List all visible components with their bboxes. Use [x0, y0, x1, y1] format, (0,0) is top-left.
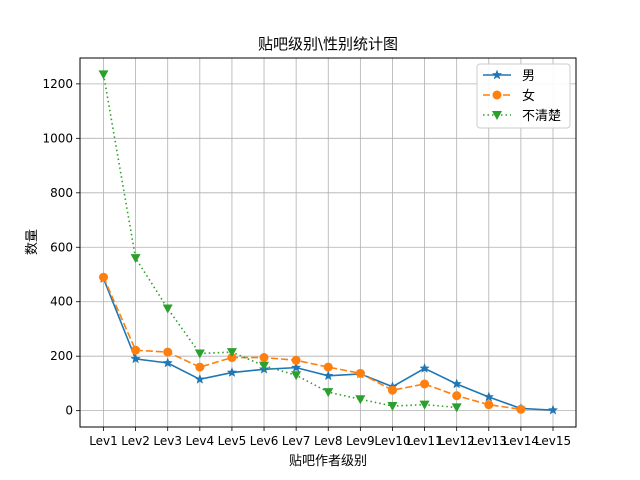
- y-tick-label: 600: [50, 240, 73, 254]
- y-tick-label: 200: [50, 349, 73, 363]
- series-layer: [98, 70, 559, 415]
- x-tick-label: Lev10: [374, 434, 410, 448]
- y-tick-label: 1200: [42, 77, 73, 91]
- x-tick-label: Lev11: [406, 434, 442, 448]
- x-tick-label: Lev6: [250, 434, 279, 448]
- data-point: [163, 347, 173, 357]
- x-tick-label: Lev13: [471, 434, 507, 448]
- data-point: [226, 367, 238, 378]
- data-point: [162, 357, 173, 368]
- legend-marker: [491, 69, 503, 80]
- x-tick-label: Lev8: [314, 434, 343, 448]
- y-tick-label: 400: [50, 295, 73, 309]
- data-point: [291, 371, 302, 381]
- data-point: [227, 353, 237, 363]
- x-axis-label: 贴吧作者级别: [289, 454, 367, 469]
- data-point: [259, 361, 270, 371]
- legend-label: 女: [522, 88, 535, 104]
- x-tick-label: Lev4: [186, 434, 215, 448]
- x-tick-label: Lev5: [218, 434, 247, 448]
- data-point: [483, 391, 495, 402]
- data-point: [131, 345, 141, 355]
- axis-ticks: Lev1 Lev2 Lev3 Lev4 Lev5 Lev6 Lev7 Lev8 Lev9 Lev1…: [42, 77, 571, 448]
- data-point: [130, 254, 141, 264]
- data-point: [387, 402, 398, 412]
- series-line: [102, 74, 457, 409]
- data-point: [355, 395, 366, 405]
- data-point: [130, 353, 141, 364]
- legend-label: 不清楚: [522, 109, 561, 124]
- x-tick-label: Lev15: [535, 434, 571, 448]
- data-point: [323, 388, 334, 398]
- series-2: [99, 272, 526, 414]
- x-tick-label: Lev7: [282, 434, 311, 448]
- data-point: [452, 391, 462, 401]
- data-point: [194, 349, 205, 359]
- legend-label: 男: [522, 69, 535, 84]
- data-point: [451, 403, 462, 413]
- x-tick-label: Lev1: [89, 434, 118, 448]
- y-tick-label: 0: [65, 404, 73, 418]
- data-point: [259, 353, 269, 363]
- data-point: [195, 362, 205, 372]
- data-point: [99, 272, 108, 282]
- data-point: [162, 304, 173, 314]
- data-point: [323, 362, 333, 372]
- data-point: [419, 362, 430, 373]
- x-tick-label: Lev9: [346, 434, 375, 448]
- chart-title: 贴吧级别\性别统计图: [258, 35, 398, 53]
- data-point: [355, 368, 365, 378]
- data-point: [194, 373, 206, 384]
- x-tick-label: Lev3: [153, 434, 182, 448]
- series-line: [102, 276, 522, 411]
- data-point: [547, 404, 559, 415]
- x-tick-label: Lev14: [503, 434, 539, 448]
- legend-marker: [492, 90, 502, 100]
- legend-marker: [492, 111, 502, 120]
- data-point: [420, 379, 430, 389]
- data-point: [98, 70, 109, 80]
- data-point: [484, 400, 494, 410]
- data-point: [226, 348, 237, 358]
- data-point: [322, 370, 334, 381]
- series-3: [98, 70, 462, 413]
- data-point: [516, 404, 526, 414]
- data-point: [290, 362, 302, 373]
- y-tick-label: 800: [50, 186, 73, 200]
- x-tick-label: Lev12: [439, 434, 475, 448]
- data-point: [419, 400, 430, 410]
- data-point: [451, 378, 462, 389]
- y-tick-label: 1000: [42, 131, 73, 145]
- data-point: [291, 355, 301, 365]
- data-point: [387, 385, 397, 395]
- y-axis-label: 数量: [25, 229, 40, 255]
- x-tick-label: Lev2: [121, 434, 150, 448]
